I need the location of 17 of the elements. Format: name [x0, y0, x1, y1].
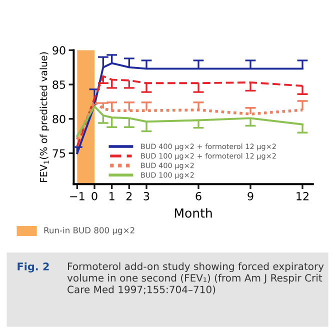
- y-tick-label: 85: [52, 80, 66, 89]
- x-tick-label: −1: [70, 192, 84, 200]
- x-axis-title: Month: [174, 208, 212, 218]
- x-tick-label: 2: [126, 192, 132, 200]
- text: Fig. 2: [18, 262, 49, 273]
- legend-label: Run-in BUD 800 μg×2: [44, 226, 134, 236]
- x-tick-label: 3: [144, 192, 150, 200]
- y-tick-label: 80: [52, 114, 66, 124]
- y-tick-label: 75: [52, 149, 66, 158]
- x-tick-label: 12: [296, 192, 308, 200]
- x-tick-label: 6: [196, 192, 202, 200]
- x-tick-label: 1: [110, 192, 114, 200]
- x-tick-label: 9: [248, 192, 254, 200]
- x-tick-label: 0: [92, 192, 98, 200]
- y-tick-label: 90: [52, 46, 66, 55]
- text: Formoterol add-on study showing forced expiratory volume in one second (FEV₁) (from Am J Respir Crit Care Med 1997;155:704–710): [67, 262, 324, 294]
- y-axis-title: FEV$_{1}$(% of predicted value): [40, 52, 50, 182]
